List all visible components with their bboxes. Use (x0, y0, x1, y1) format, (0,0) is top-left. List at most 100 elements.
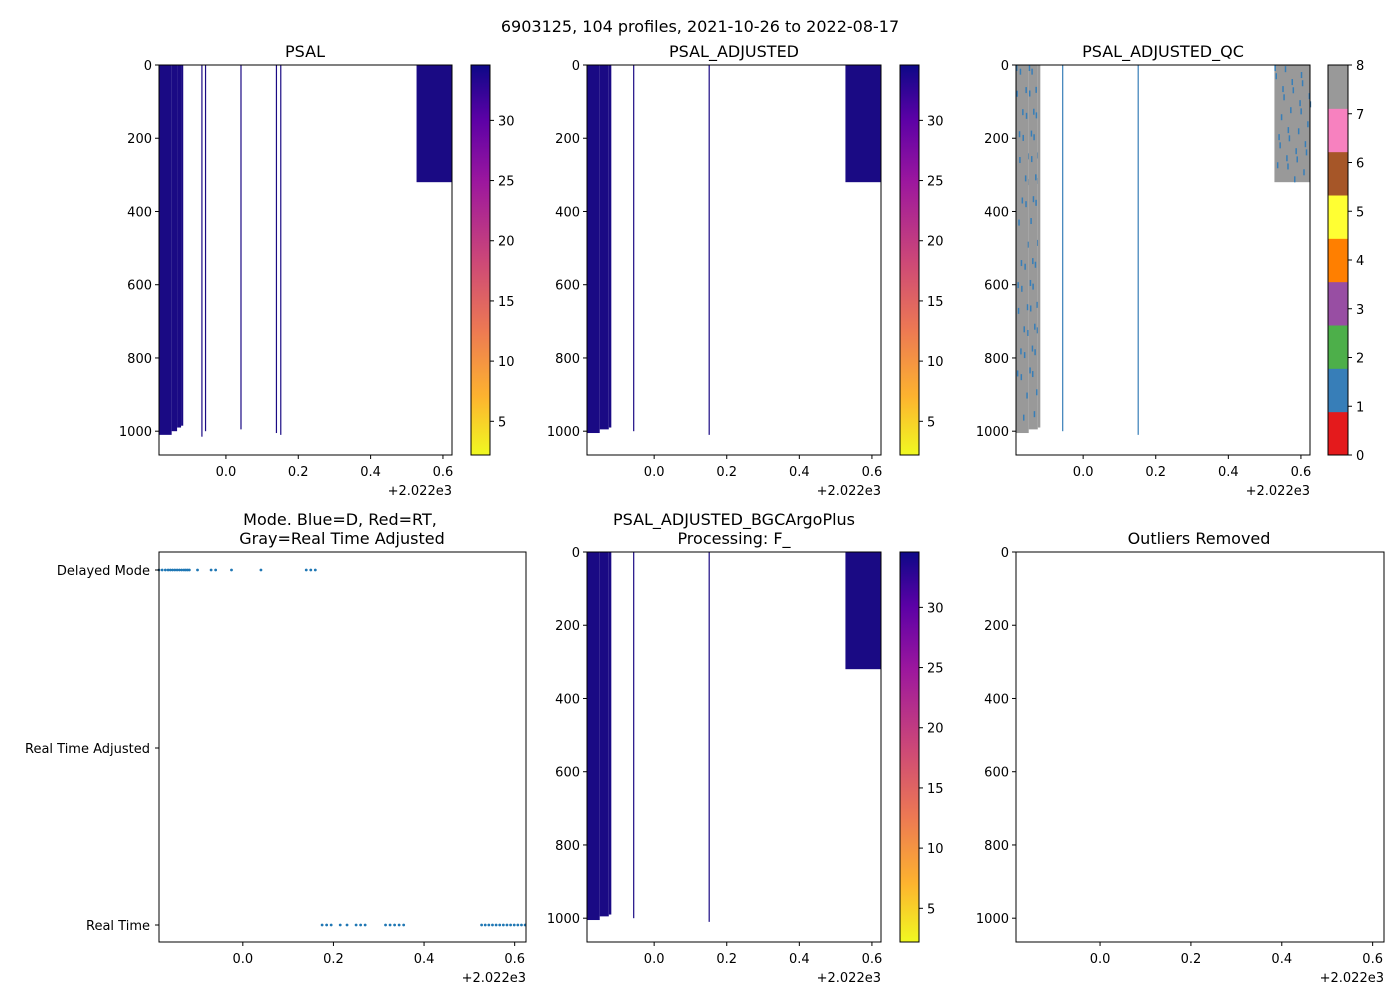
profile-column (608, 65, 612, 428)
colorbar-segment (1328, 65, 1348, 109)
x-tick-label: 0.2 (288, 465, 309, 480)
profile-column (633, 552, 635, 919)
qc-flag-mark (1287, 127, 1290, 134)
mode-point-delayed (313, 568, 317, 572)
qc-flag-mark (1023, 352, 1026, 359)
y-tick-label: 800 (984, 352, 1009, 367)
colorbar-tick-label: 4 (1356, 254, 1364, 269)
y-tick-label: 800 (555, 352, 580, 367)
qc-flag-mark (1030, 218, 1032, 225)
mode-point-delayed (214, 568, 218, 572)
qc-flag-mark (1030, 156, 1033, 163)
colorbar-tick-label: 15 (498, 295, 515, 310)
panel-psal: PSAL 0.0 0.2 0.4 0.6 0 200 400 600 800 1000 +2.02… (119, 42, 515, 499)
qc-flag-mark (1275, 73, 1277, 80)
qc-flag-mark (1016, 65, 1018, 71)
mode-point-delayed (304, 568, 308, 572)
x-tick-label: 0.6 (1291, 465, 1312, 480)
y-tick-label: 400 (555, 205, 580, 220)
axis-ticks: 0.0 0.2 0.4 0.6 0 200 400 600 800 1000 (976, 546, 1383, 967)
qc-flag-mark (1020, 348, 1022, 355)
qc-flag-mark (1029, 279, 1032, 286)
colorbar: 0 1 2 3 4 5 6 7 8 (1327, 59, 1364, 464)
x-tick-label: 0.0 (1073, 465, 1094, 480)
qc-flag-mark (1019, 68, 1022, 75)
colorbar-tick-label: 20 (498, 235, 515, 250)
mode-point-delayed (163, 568, 167, 572)
qc-flag-mark (1274, 65, 1276, 71)
y-tick-label: 600 (984, 279, 1009, 294)
qc-flag-mark (1033, 411, 1036, 418)
x-tick-label: 0.6 (862, 465, 883, 480)
mode-point-delayed (259, 568, 263, 572)
qc-flag-mark (1022, 109, 1024, 116)
qc-flag-mark (1290, 107, 1292, 114)
qc-flag-mark (1291, 79, 1294, 86)
x-tick-label: 0.4 (1218, 465, 1239, 480)
profile-column (275, 65, 278, 434)
panel-title-line1: PSAL_ADJUSTED_BGCArgoPlus (613, 510, 855, 530)
mode-point-realtime (354, 923, 358, 927)
y-tick-label: 800 (555, 839, 580, 854)
qc-flag-mark (1021, 197, 1024, 204)
plot-area (587, 65, 881, 435)
qc-flag-mark (1017, 307, 1020, 314)
qc-flag-mark (1278, 134, 1280, 141)
y-tick-label: 0 (1001, 59, 1009, 74)
profile-column (845, 552, 881, 670)
profile-column (587, 65, 600, 434)
qc-flag-mark (1022, 134, 1024, 141)
colorbar-tick-label: 25 (498, 175, 515, 190)
axes-frame (1015, 551, 1385, 943)
profile-column (204, 65, 207, 432)
qc-flag-mark (1016, 370, 1019, 377)
qc-flag-mark (1027, 329, 1029, 336)
mode-point-delayed (173, 568, 177, 572)
x-tick-label: 0.6 (504, 952, 525, 967)
y-tick-label: 600 (984, 766, 1009, 781)
x-tick-label: 0.0 (232, 952, 253, 967)
qc-flag-mark (1028, 65, 1031, 71)
x-tick-label: 0.0 (644, 465, 665, 480)
y-tick-label: 0 (144, 59, 152, 74)
plot-area (587, 552, 881, 922)
mode-point-realtime (487, 923, 491, 927)
colorbar: 5 10 15 20 25 30 (470, 64, 515, 456)
y-tick-label: 200 (984, 619, 1009, 634)
colorbar-tick-label: 0 (1356, 449, 1364, 464)
y-tick-label: 200 (127, 132, 152, 147)
panel-title: Outliers Removed (1128, 529, 1271, 548)
qc-flag-mark (1027, 241, 1030, 248)
colorbar-segment (1328, 325, 1348, 369)
axis-ticks: 0.0 0.2 0.4 0.6 0 200 400 600 800 1000 (119, 59, 453, 480)
colorbar-tick-label: 10 (498, 355, 515, 370)
qc-flag-mark (1024, 263, 1026, 270)
qc-flag-mark (1295, 148, 1297, 155)
qc-flag-mark (1016, 90, 1018, 97)
qc-flag-mark (1025, 87, 1027, 94)
x-tick-label: 0.4 (414, 952, 435, 967)
qc-flag-mark (1028, 90, 1031, 97)
x-tick-label: 0.6 (862, 952, 883, 967)
axis-ticks: Delayed Mode Real Time Adjusted Real Time 0… (25, 564, 525, 967)
mode-point-realtime (363, 923, 367, 927)
colorbar-tick-label: 1 (1356, 400, 1364, 415)
mode-point-delayed (187, 568, 191, 572)
profile-column (1062, 65, 1064, 432)
qc-flag-mark (1026, 392, 1028, 399)
qc-flag-mark (1029, 367, 1031, 374)
panel-title: PSAL_ADJUSTED_QC (1082, 42, 1244, 62)
axes-frame (1015, 64, 1311, 456)
x-offset-label: +2.022e3 (1320, 971, 1384, 986)
mode-point-delayed (180, 568, 184, 572)
colorbar-tick-label: 5 (498, 415, 506, 430)
x-tick-label: 0.0 (644, 952, 665, 967)
qc-flag-mark (1279, 142, 1281, 149)
mode-point-delayed (160, 568, 164, 572)
profile-column (201, 65, 203, 437)
profile-column (599, 552, 609, 917)
colorbar-segment (1328, 281, 1348, 326)
x-tick-label: 0.6 (1362, 952, 1383, 967)
mode-point-realtime (501, 923, 505, 927)
qc-flag-mark (1283, 94, 1285, 101)
